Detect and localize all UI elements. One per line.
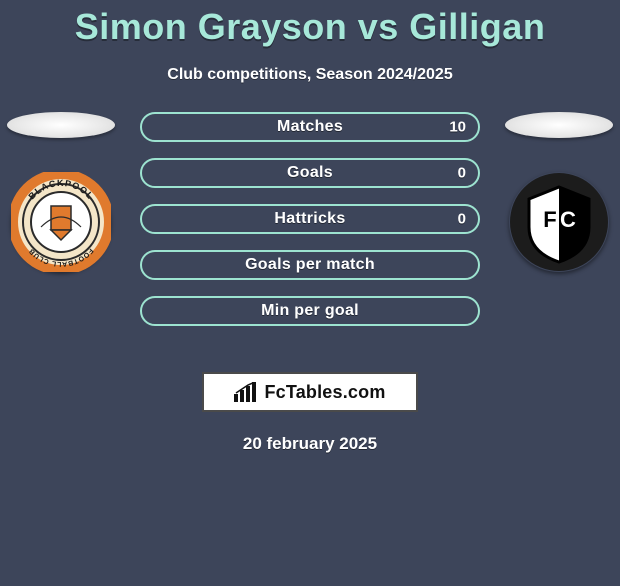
stat-label: Matches — [277, 118, 343, 136]
stat-bar-hattricks: Hattricks 0 — [140, 204, 480, 234]
club-badge-right: F C — [509, 172, 609, 272]
subtitle: Club competitions, Season 2024/2025 — [0, 66, 620, 84]
player-right: F C — [504, 112, 614, 272]
svg-text:C: C — [560, 207, 576, 232]
date-line: 20 february 2025 — [0, 434, 620, 454]
stat-bar-goals-per-match: Goals per match — [140, 250, 480, 280]
stat-bar-goals: Goals 0 — [140, 158, 480, 188]
comparison-stage: BLACKPOOL FOOTBALL CLUB F C — [0, 112, 620, 352]
stat-bar-matches: Matches 10 — [140, 112, 480, 142]
stat-bars: Matches 10 Goals 0 Hattricks 0 Goals per… — [140, 112, 480, 326]
brand-box: FcTables.com — [202, 372, 418, 412]
stat-label: Min per goal — [261, 302, 359, 320]
avatar-right — [505, 112, 613, 138]
avatar-left — [7, 112, 115, 138]
player-left: BLACKPOOL FOOTBALL CLUB — [6, 112, 116, 272]
club-badge-left: BLACKPOOL FOOTBALL CLUB — [11, 172, 111, 272]
generic-shield-badge-icon: F C — [509, 172, 609, 272]
stat-label: Goals — [287, 164, 333, 182]
brand-text: FcTables.com — [264, 382, 385, 403]
stat-right-value: 10 — [449, 119, 466, 136]
blackpool-badge-icon: BLACKPOOL FOOTBALL CLUB — [11, 172, 111, 272]
bar-chart-icon — [234, 382, 258, 402]
stat-label: Hattricks — [274, 210, 345, 228]
stat-right-value: 0 — [458, 211, 466, 228]
stat-label: Goals per match — [245, 256, 375, 274]
svg-text:F: F — [543, 207, 556, 232]
page-title: Simon Grayson vs Gilligan — [0, 6, 620, 48]
stat-bar-min-per-goal: Min per goal — [140, 296, 480, 326]
stat-right-value: 0 — [458, 165, 466, 182]
